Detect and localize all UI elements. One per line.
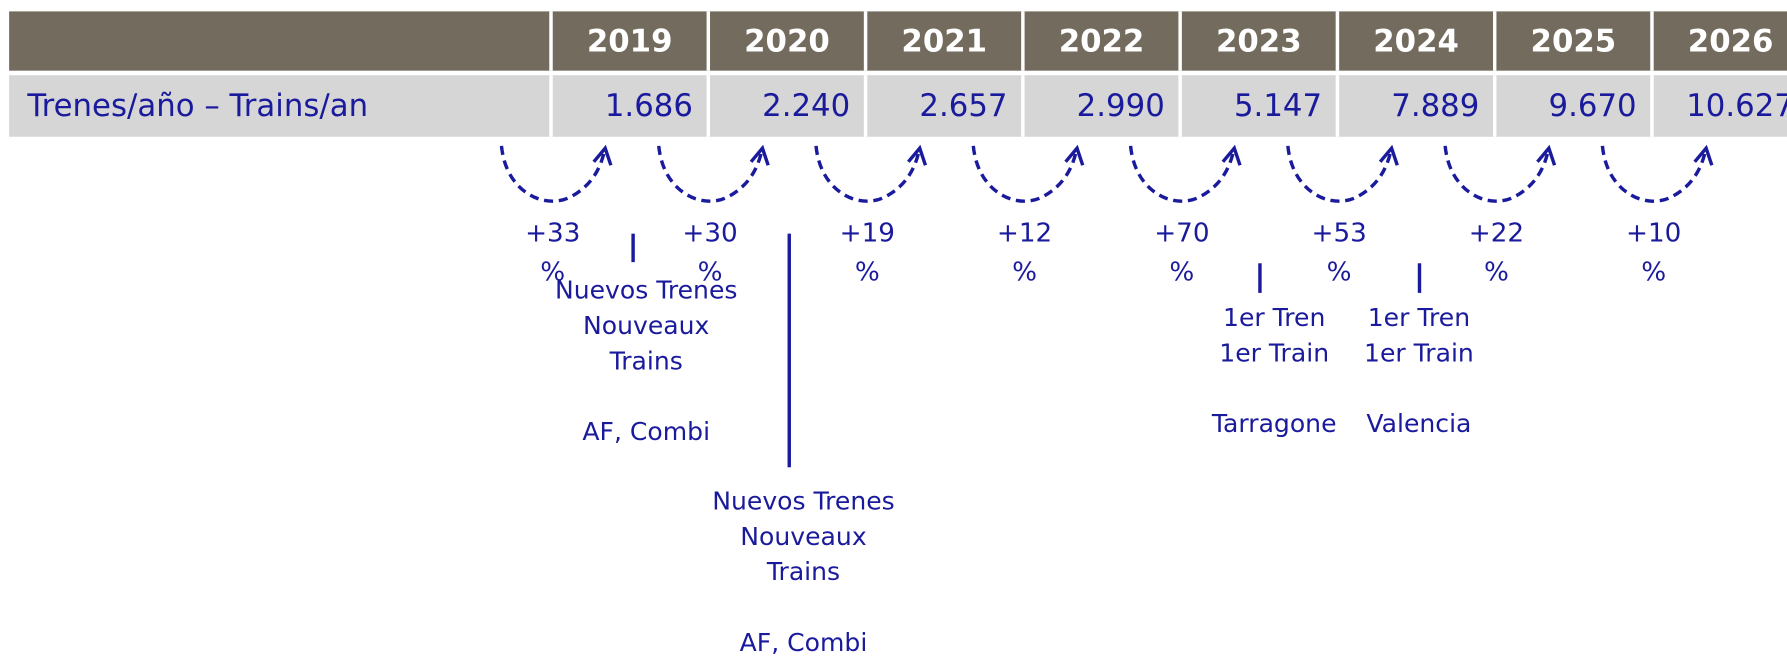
annotation-detail: Tarragone — [1211, 410, 1337, 439]
annotation-line-text: Nouveaux — [740, 523, 867, 552]
growth-arc — [499, 145, 606, 203]
growth-arc — [1286, 145, 1393, 203]
annotation-line — [1258, 263, 1262, 293]
growth-arc — [1600, 145, 1707, 203]
growth-arc — [1443, 145, 1550, 203]
arrow-head — [907, 144, 928, 166]
header-year: 2022 — [1021, 11, 1179, 71]
growth-label: +10 % — [1626, 218, 1682, 288]
arrow-head — [749, 144, 770, 166]
header-year: 2024 — [1335, 11, 1494, 71]
annotation-detail: AF, Combi — [582, 418, 711, 447]
annotation-line-text: 1er Tren — [1367, 304, 1471, 333]
arrow-head — [1693, 144, 1714, 166]
arrow-head — [1536, 144, 1557, 166]
row-value: 10.627 — [1650, 75, 1787, 137]
growth-label: +53 % — [1311, 218, 1367, 288]
annotation-line-text: Trains — [609, 347, 683, 377]
annotation-line-text: 1er Train — [1219, 339, 1330, 369]
annotation-line-text: Nouveaux — [583, 312, 710, 341]
growth-arc — [814, 145, 921, 203]
growth-label: +22 % — [1468, 218, 1525, 288]
annotation-line-text: Trains — [766, 558, 841, 587]
annotation-detail: AF, Combi — [739, 629, 868, 656]
header-year: 2019 — [549, 11, 707, 71]
growth-arc — [657, 145, 763, 203]
header-year: 2025 — [1493, 11, 1651, 71]
annotation-line — [787, 233, 791, 468]
arrow-head — [1378, 144, 1399, 166]
row-value: 7.889 — [1335, 75, 1494, 137]
row-value: 2.657 — [863, 75, 1022, 137]
row-value: 9.670 — [1493, 75, 1651, 137]
annotation-line-text: 1er Tren — [1222, 304, 1326, 333]
annotation-line-text: 1er Train — [1364, 339, 1474, 369]
growth-label: +33 % — [525, 218, 581, 288]
row-value: 2.990 — [1021, 75, 1179, 137]
growth-arc — [971, 145, 1078, 203]
arrow-head — [1221, 144, 1242, 166]
annotation: 1er Tren 1er Train Valencia — [1305, 301, 1533, 442]
annotation-detail: Valencia — [1366, 410, 1472, 439]
growth-label: +30 % — [682, 218, 738, 288]
row-label: Trenes/año – Trains/an — [9, 75, 550, 137]
growth-label: +12 % — [996, 218, 1053, 288]
annotation: Nuevos Trenes Nouveaux Trains AF, Combi — [532, 274, 760, 451]
header-year: 2020 — [706, 11, 864, 71]
header-year: 2023 — [1178, 11, 1336, 71]
annotation-line-text: Nuevos Trenes — [554, 276, 738, 306]
annotation: 1er Tren 1er Train Tarragone — [1160, 301, 1388, 442]
growth-label: +19 % — [839, 218, 895, 288]
header-year: 2021 — [863, 11, 1022, 71]
row-value: 5.147 — [1178, 75, 1336, 137]
row-value: 1.686 — [549, 75, 707, 137]
annotation: Nuevos Trenes Nouveaux Trains AF, Combi — [690, 484, 918, 656]
arrow-head — [1064, 144, 1085, 166]
growth-label: +70 % — [1154, 218, 1210, 288]
annotation-line — [1417, 263, 1422, 293]
header-corner — [9, 11, 550, 71]
arrow-head — [592, 144, 613, 166]
annotation-line — [631, 233, 635, 263]
annotation-line-text: Nuevos Trenes — [712, 487, 895, 517]
row-value: 2.240 — [706, 75, 864, 137]
header-year: 2026 — [1650, 11, 1787, 71]
growth-arc — [1128, 145, 1235, 203]
